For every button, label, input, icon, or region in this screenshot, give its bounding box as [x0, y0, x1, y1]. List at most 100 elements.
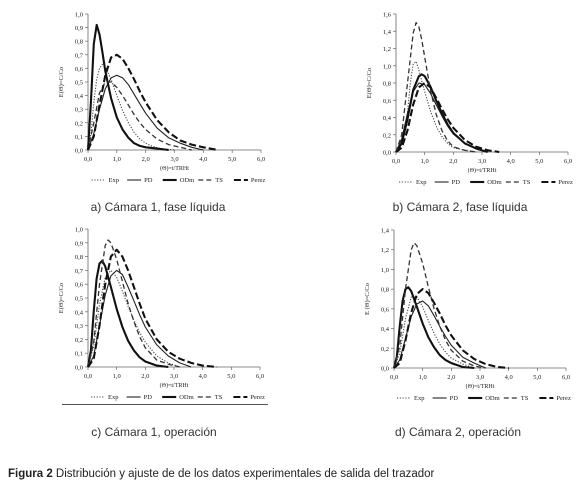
series-line-ts	[87, 239, 180, 368]
x-tick-label: 6,0	[256, 373, 264, 380]
series-line-ts	[87, 81, 192, 151]
y-tick-label: 0,1	[75, 134, 83, 141]
series-line-perez	[87, 248, 218, 369]
subfigure-caption: d) Cámara 2, operación	[395, 425, 521, 439]
y-tick-label: 0,8	[383, 81, 391, 88]
series-line-perez	[393, 288, 509, 370]
legend-label-odm: ODm	[487, 179, 501, 186]
x-tick-label: 4,0	[507, 158, 515, 165]
subfigure-caption: c) Cámara 1, operación	[91, 425, 216, 439]
y-tick-label: 0,0	[383, 150, 391, 157]
series-line-odm	[392, 286, 475, 370]
y-tick-label: 0,7	[75, 52, 84, 59]
legend-label-pd: PD	[144, 394, 153, 401]
y-tick-label: 0,9	[75, 25, 83, 32]
y-tick-label: 0,8	[75, 39, 83, 46]
figure-caption-label: Figura 2	[8, 468, 53, 480]
y-tick-label: 0,5	[75, 296, 83, 303]
series-line-odm	[86, 23, 169, 152]
legend-label-perez: Perez	[250, 394, 265, 401]
series-line-exp	[87, 269, 180, 368]
subfigure-caption: b) Cámara 2, fase líquida	[393, 200, 528, 214]
series-line-perez	[87, 53, 218, 152]
legend-label-pd: PD	[144, 177, 153, 184]
y-tick-label: 0,6	[381, 306, 390, 313]
x-tick-label: 5,0	[228, 156, 236, 163]
legend-label-ts: TS	[521, 395, 529, 402]
legend-label-pd: PD	[450, 395, 459, 402]
series-line-exp	[87, 63, 175, 151]
y-tick-label: 1,0	[381, 267, 389, 274]
y-tick-label: 0,6	[75, 66, 84, 73]
x-tick-label: 1,0	[419, 374, 427, 381]
y-tick-label: 0,6	[75, 282, 84, 289]
series-line-exp	[395, 60, 477, 153]
y-tick-label: 1,0	[383, 63, 391, 70]
y-tick-label: 0,5	[75, 80, 83, 87]
x-tick-label: 3,0	[170, 156, 178, 163]
figure-caption-text: Distribución y ajuste de de los datos ex…	[52, 468, 435, 480]
y-tick-label: 1,0	[75, 227, 83, 234]
y-tick-label: 0,2	[383, 132, 391, 139]
y-axis-label: E(Θ)=C/Co	[58, 67, 65, 97]
legend-label-ts: TS	[215, 177, 223, 184]
y-tick-label: 0,0	[381, 366, 389, 373]
legend-label-pd: PD	[452, 179, 461, 186]
series-line-pd	[395, 82, 488, 153]
chart-panel-2: 0,0 0,2 0,4 0,6 0,8 1,0 1,2 1,4 1,6 0,0 1,0 2,0 3,0 4…	[366, 12, 573, 215]
x-tick-label: 1,0	[113, 373, 121, 380]
x-tick-label: 2,0	[142, 156, 150, 163]
x-tick-label: 0,0	[390, 374, 398, 381]
x-tick-label: 2,0	[141, 373, 149, 380]
x-tick-label: 6,0	[564, 158, 572, 165]
legend-label-exp: Exp	[416, 179, 426, 186]
y-tick-label: 0,0	[75, 365, 83, 372]
y-tick-label: 1,4	[381, 228, 390, 235]
y-tick-label: 0,3	[75, 323, 83, 330]
legend-label-perez: Perez	[251, 177, 266, 184]
y-tick-label: 0,8	[75, 254, 83, 261]
y-axis-label: E (Θ)=C/Co	[364, 283, 371, 315]
legend-label-odm: ODm	[180, 177, 194, 184]
x-tick-label: 2,0	[447, 374, 455, 381]
x-tick-label: 4,0	[199, 156, 207, 163]
legend-label-perez: Perez	[556, 395, 571, 402]
x-tick-label: 0,0	[84, 373, 92, 380]
y-tick-label: 0,6	[383, 98, 392, 105]
y-tick-label: 0,2	[75, 337, 83, 344]
chart-panel-3: 0,0 0,1 0,2 0,3 0,4 0,5 0,6 0,7 0,8 0,9 1,0 0,0 1,0 2…	[58, 227, 265, 440]
x-tick-label: 6,0	[257, 156, 265, 163]
chart-panel-1: 0,0 0,1 0,2 0,3 0,4 0,5 0,6 0,7 0,8 0,9 1,0 0,0 1,0 2…	[58, 12, 265, 215]
y-tick-label: 0,1	[75, 351, 83, 358]
x-axis-label: (Θ)=t/TRHt	[160, 382, 189, 389]
legend-label-exp: Exp	[414, 395, 424, 402]
y-tick-label: 0,4	[75, 93, 84, 100]
x-axis-label: (Θ)=t/TRHt	[160, 165, 189, 172]
series-line-ts	[393, 242, 486, 369]
legend-label-ts: TS	[215, 394, 223, 401]
y-axis-label: E(Θ)=C/Co	[58, 283, 65, 313]
figure-caption: Figura 2 Distribución y ajuste de de los…	[8, 468, 434, 480]
y-tick-label: 1,2	[383, 46, 391, 53]
x-tick-label: 3,0	[170, 373, 178, 380]
x-tick-label: 6,0	[562, 374, 570, 381]
series-line-perez	[395, 81, 500, 154]
series-line-exp	[393, 296, 475, 369]
x-tick-label: 1,0	[113, 156, 121, 163]
x-tick-label: 5,0	[535, 158, 543, 165]
chart-panel-4: 0,0 0,2 0,4 0,6 0,8 1,0 1,2 1,4 0,0 1,0 2,0 3,0 4,0 5…	[364, 228, 571, 440]
x-tick-label: 5,0	[227, 373, 235, 380]
x-axis-label: (Θ)=t/TRHt	[468, 167, 497, 174]
legend-label-odm: ODm	[485, 395, 499, 402]
series-line-ts	[395, 21, 477, 153]
caption-divider	[62, 404, 268, 405]
series-line-pd	[87, 74, 204, 151]
x-tick-label: 1,0	[421, 158, 429, 165]
subfigure-caption: a) Cámara 1, fase líquida	[91, 200, 226, 214]
y-tick-label: 1,2	[381, 247, 389, 254]
legend-label-perez: Perez	[558, 179, 573, 186]
legend-label-odm: ODm	[179, 394, 193, 401]
y-tick-label: 1,0	[75, 12, 83, 19]
y-tick-label: 0,4	[75, 309, 84, 316]
